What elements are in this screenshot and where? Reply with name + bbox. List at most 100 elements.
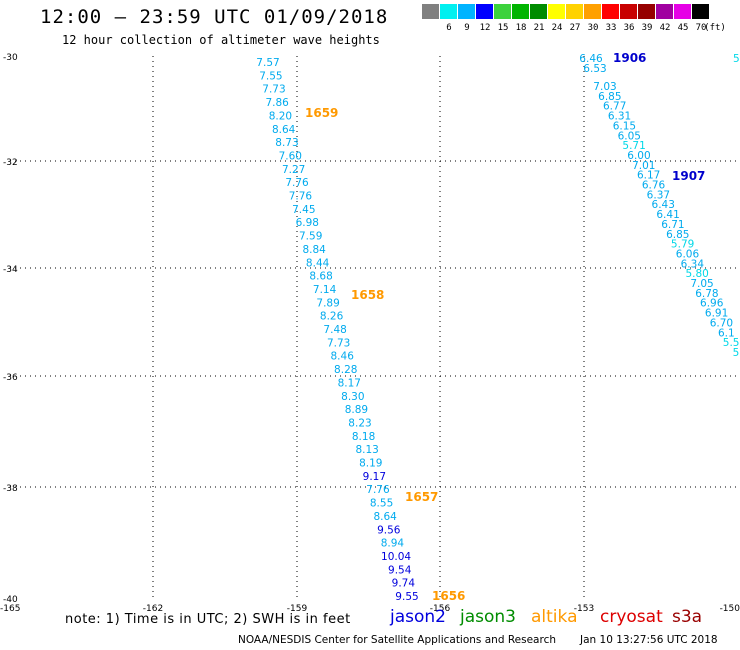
wave-height-value: 6.43 [652,199,675,211]
wave-height-value: 8.28 [334,364,357,376]
wave-height-value: 6.41 [656,209,679,221]
page-title: 12:00 – 23:59 UTC 01/09/2018 [40,6,389,28]
generated-timestamp: Jan 10 13:27:56 UTC 2018 [580,634,718,646]
wave-height-value: 6.98 [296,217,319,229]
credit-text: NOAA/NESDIS Center for Satellite Applica… [238,634,556,646]
wave-height-value: 9.55 [395,591,418,603]
wave-height-value: 8.94 [381,538,405,550]
pass-time-label: 1907 [672,169,705,183]
pass-time-label: 1658 [351,288,384,302]
legend-label: 27 [569,23,581,33]
wave-height-value: 6.46 [579,53,603,65]
legend-unit: (ft) [704,23,726,33]
wave-height-value: 6.85 [598,91,621,103]
wave-height-value: 8.13 [355,444,378,456]
wave-height-value: 7.76 [285,177,309,189]
satellite-label: cryosat [600,607,663,627]
wave-height-value: 8.23 [348,417,371,429]
wave-height-value: 6.37 [647,189,670,201]
legend-swatch [440,4,457,19]
wave-height-value: 7.14 [313,284,337,296]
pass-time-label: 1656 [432,589,465,603]
wave-height-value: 8.20 [269,110,292,122]
wave-height-value: 9.54 [388,564,412,576]
wave-height-value: 8.89 [345,404,368,416]
footer-note: note: 1) Time is in UTC; 2) SWH is in fe… [65,612,351,627]
page-subtitle: 12 hour collection of altimeter wave hei… [62,33,380,47]
wave-height-value: 7.73 [327,337,350,349]
wave-height-value: 7.48 [323,324,346,336]
wave-height-value: 8.46 [331,351,355,363]
wave-height-value: 5 [733,53,740,65]
latitude-label: -36 [3,373,18,383]
longitude-label: -153 [574,604,594,614]
wave-height-value: 9.56 [377,524,401,536]
wave-height-value: 6.00 [627,150,650,162]
wave-height-value: 8.55 [370,498,393,510]
wave-height-value: 5.79 [671,239,694,251]
wave-height-value: 5.80 [685,268,708,280]
wave-height-value: 8.17 [338,377,361,389]
latitude-label: -32 [3,158,18,168]
legend-swatch [602,4,619,19]
wave-height-value: 7.27 [282,164,305,176]
legend-label: 6 [446,23,452,33]
legend-swatch [656,4,673,19]
wave-height-value: 8.73 [275,137,298,149]
wave-height-value: 9.17 [363,471,386,483]
legend-label: 24 [551,23,563,33]
wave-height-value: 8.18 [352,431,375,443]
wave-height-value: 6.77 [603,101,626,113]
legend-swatch [494,4,511,19]
wave-height-value: 6.76 [642,180,666,192]
legend-label: 30 [587,23,599,33]
wave-height-value: 6.34 [681,258,705,270]
legend-swatch [692,4,709,19]
wave-height-value: 6.17 [637,170,660,182]
legend-label: 70 [695,23,707,33]
wave-height-value: 6.05 [618,130,641,142]
wave-height-value: 6.91 [705,308,728,320]
legend-label: 45 [677,23,689,33]
wave-height-value: 6.78 [695,288,718,300]
satellite-label: s3a [672,607,703,627]
satellite-label: jason3 [460,607,516,627]
wave-height-value: 6.85 [666,229,689,241]
legend-swatch [476,4,493,19]
wave-height-value: 8.19 [359,458,382,470]
wave-height-value: 8.64 [373,511,397,523]
legend-swatch [530,4,547,19]
wave-height-value: 8.26 [320,311,344,323]
wave-height-value: 8.68 [309,271,332,283]
legend-swatch [584,4,601,19]
latitude-label: -40 [3,595,18,605]
pass-time-label: 1657 [405,490,438,504]
legend-label: 21 [533,23,545,33]
longitude-label: -156 [430,604,451,614]
wave-height-value: 7.45 [292,204,315,216]
wave-height-value: 8.44 [306,257,330,269]
legend-label: 42 [659,23,671,33]
wave-height-value: 7.03 [593,81,616,93]
wave-height-value: 6.06 [676,248,700,260]
longitude-label: -159 [287,604,308,614]
longitude-label: -165 [0,604,20,614]
wave-height-value: 7.57 [256,57,279,69]
pass-time-label: 1659 [305,106,338,120]
legend-swatch [638,4,655,19]
legend-swatch [674,4,691,19]
wave-height-value: 7.73 [262,84,285,96]
legend-label: 39 [641,23,653,33]
latitude-label: -38 [3,484,18,494]
legend-label: 33 [605,23,617,33]
wave-height-value: 10.04 [381,551,411,563]
wave-height-value: 6.15 [613,120,636,132]
wave-height-value: 6.71 [661,219,684,231]
legend-swatch [548,4,565,19]
wave-height-value: 7.60 [279,150,302,162]
wave-height-value: 7.05 [690,278,713,290]
wave-height-value: 7.89 [316,297,339,309]
legend-swatch [620,4,637,19]
satellite-label: altika [531,607,578,627]
longitude-label: -162 [143,604,163,614]
